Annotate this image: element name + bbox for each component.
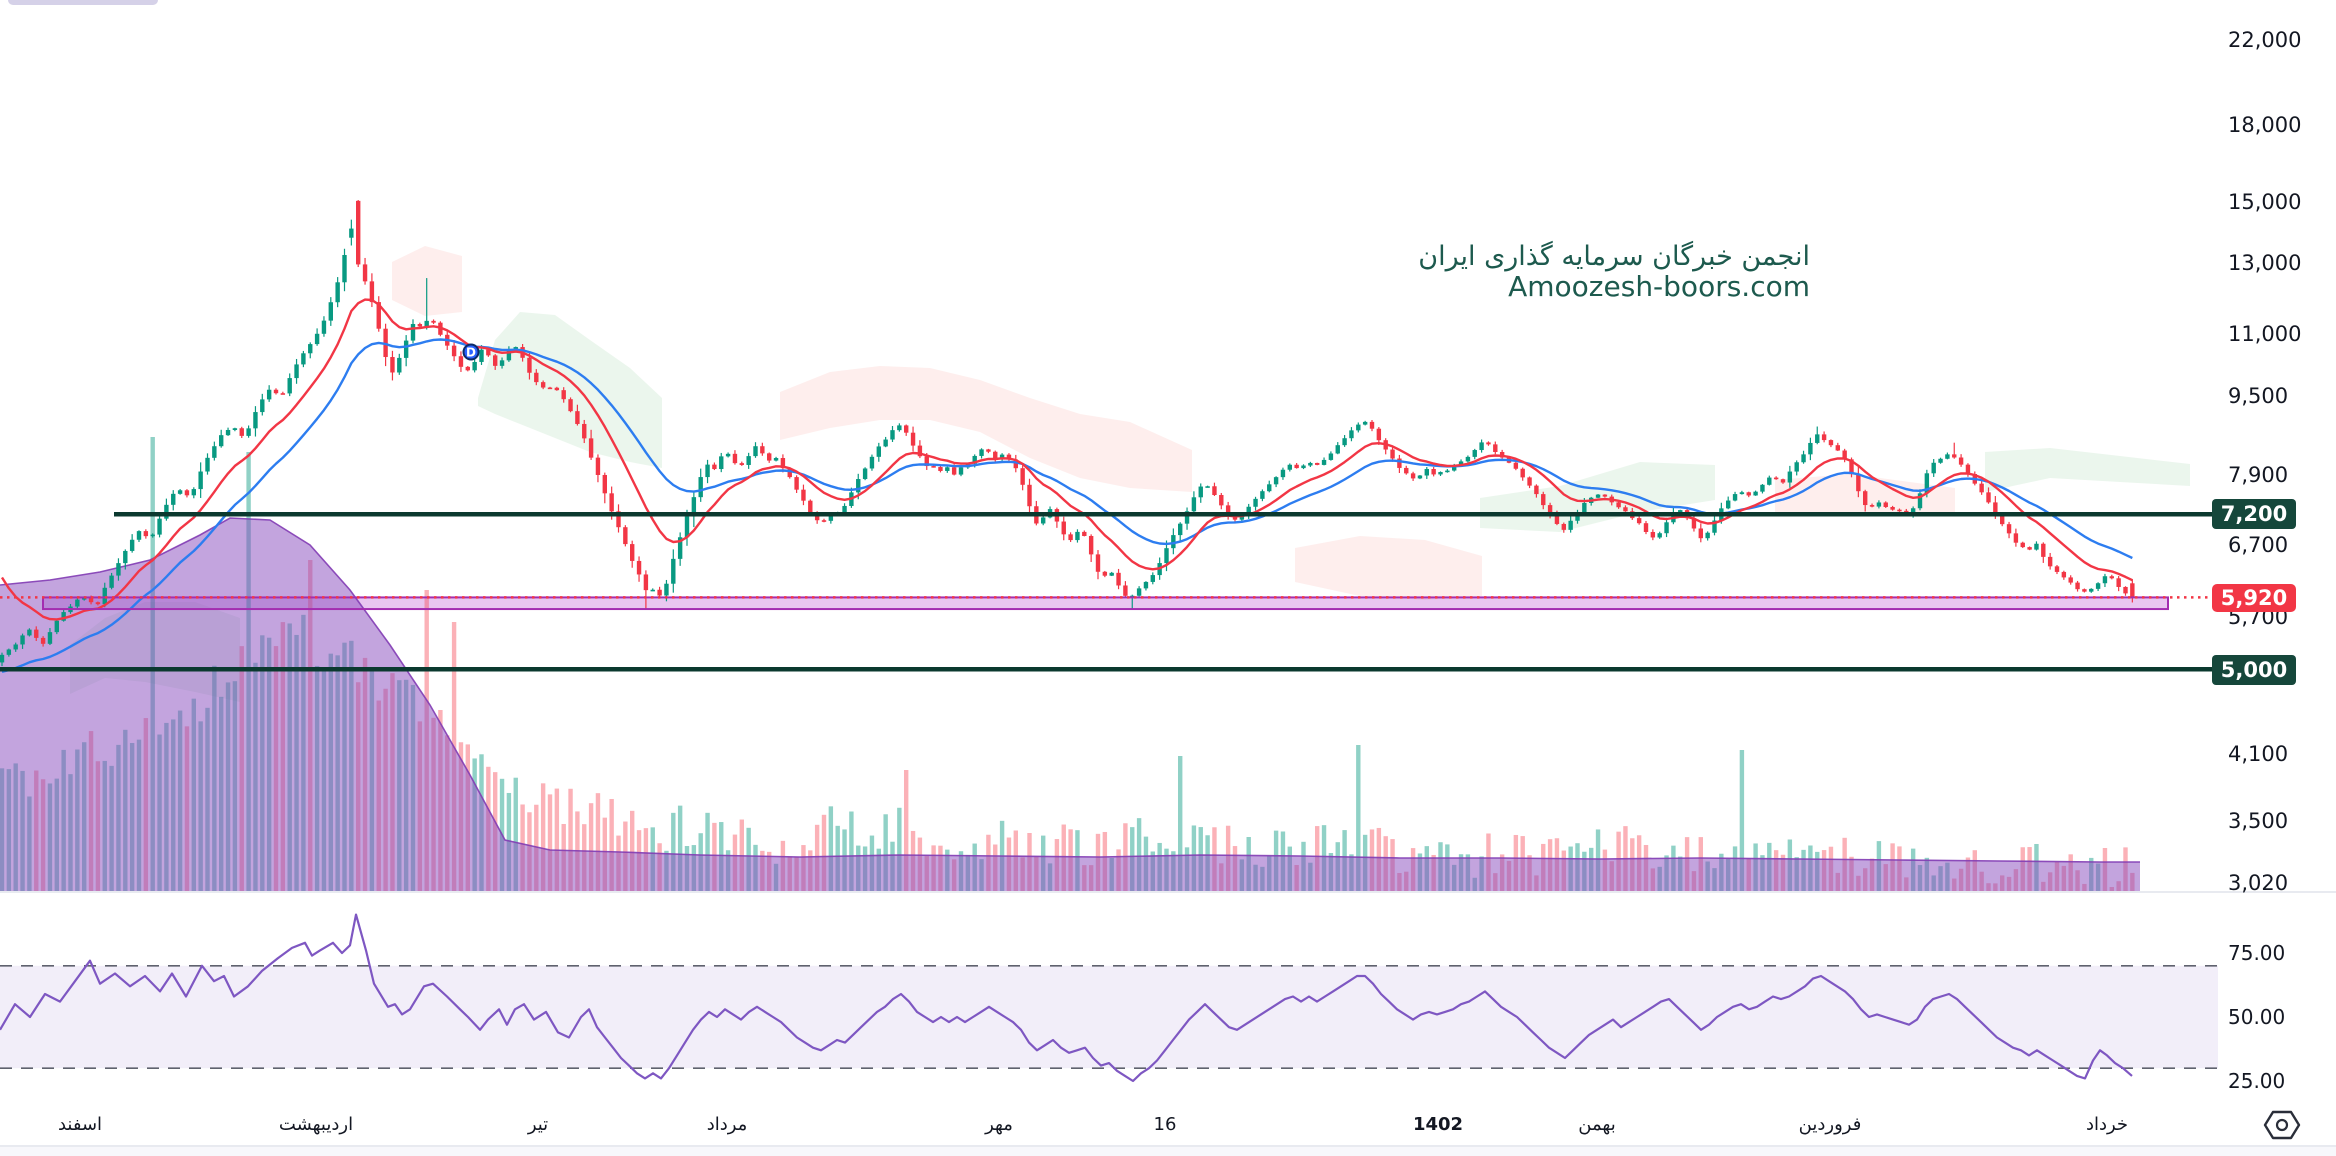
price-label-6700: 6,700 [2228, 533, 2289, 557]
time-label-5: 16 [1153, 1114, 1177, 1135]
legend-collapsed-chip[interactable] [8, 0, 158, 5]
time-label-0: اسفند [57, 1114, 103, 1135]
rsi-label-75: 75.00 [2228, 941, 2286, 965]
watermark-line2: Amoozesh-boors.com [1508, 269, 1810, 303]
time-label-6: 1402 [1412, 1114, 1464, 1135]
svg-text:D: D [466, 346, 476, 360]
price-label-4100: 4,100 [2228, 742, 2289, 766]
rsi-label-50: 50.00 [2228, 1005, 2286, 1029]
price-label-9500: 9,500 [2228, 384, 2289, 408]
resistance-level-badge: 7,200 [2212, 499, 2296, 529]
price-label-13000: 13,000 [2228, 251, 2302, 275]
price-label-3020: 3,020 [2228, 871, 2289, 895]
price-label-11000: 11,000 [2228, 322, 2302, 346]
time-label-9: خرداد [2085, 1114, 2129, 1135]
time-label-2: تیر [527, 1114, 549, 1135]
support-level-badge: 5,000 [2212, 655, 2296, 685]
price-label-15000: 15,000 [2228, 190, 2302, 214]
price-label-7900: 7,900 [2228, 463, 2289, 487]
time-label-7: بهمن [1578, 1114, 1616, 1135]
price-label-18000: 18,000 [2228, 113, 2302, 137]
price-label-22000: 22,000 [2228, 28, 2302, 52]
time-label-8: فروردین [1798, 1114, 1862, 1135]
bottom-toolbar-edge [0, 1147, 2336, 1156]
time-label-4: مهر [985, 1114, 1013, 1135]
hexagon-marker-icon[interactable] [2262, 1108, 2302, 1142]
watermark-line1: انجمن خبرگان سرمایه گذاری ایران [1418, 241, 1810, 272]
watermark: انجمن خبرگان سرمایه گذاری ایران Amoozesh… [1418, 241, 1810, 303]
time-label-3: مرداد [706, 1114, 748, 1135]
rsi-label-25: 25.00 [2228, 1069, 2286, 1093]
price-label-3500: 3,500 [2228, 809, 2289, 833]
time-label-1: اردیبهشت [278, 1114, 354, 1135]
last-price-badge: 5,920 [2212, 584, 2296, 612]
